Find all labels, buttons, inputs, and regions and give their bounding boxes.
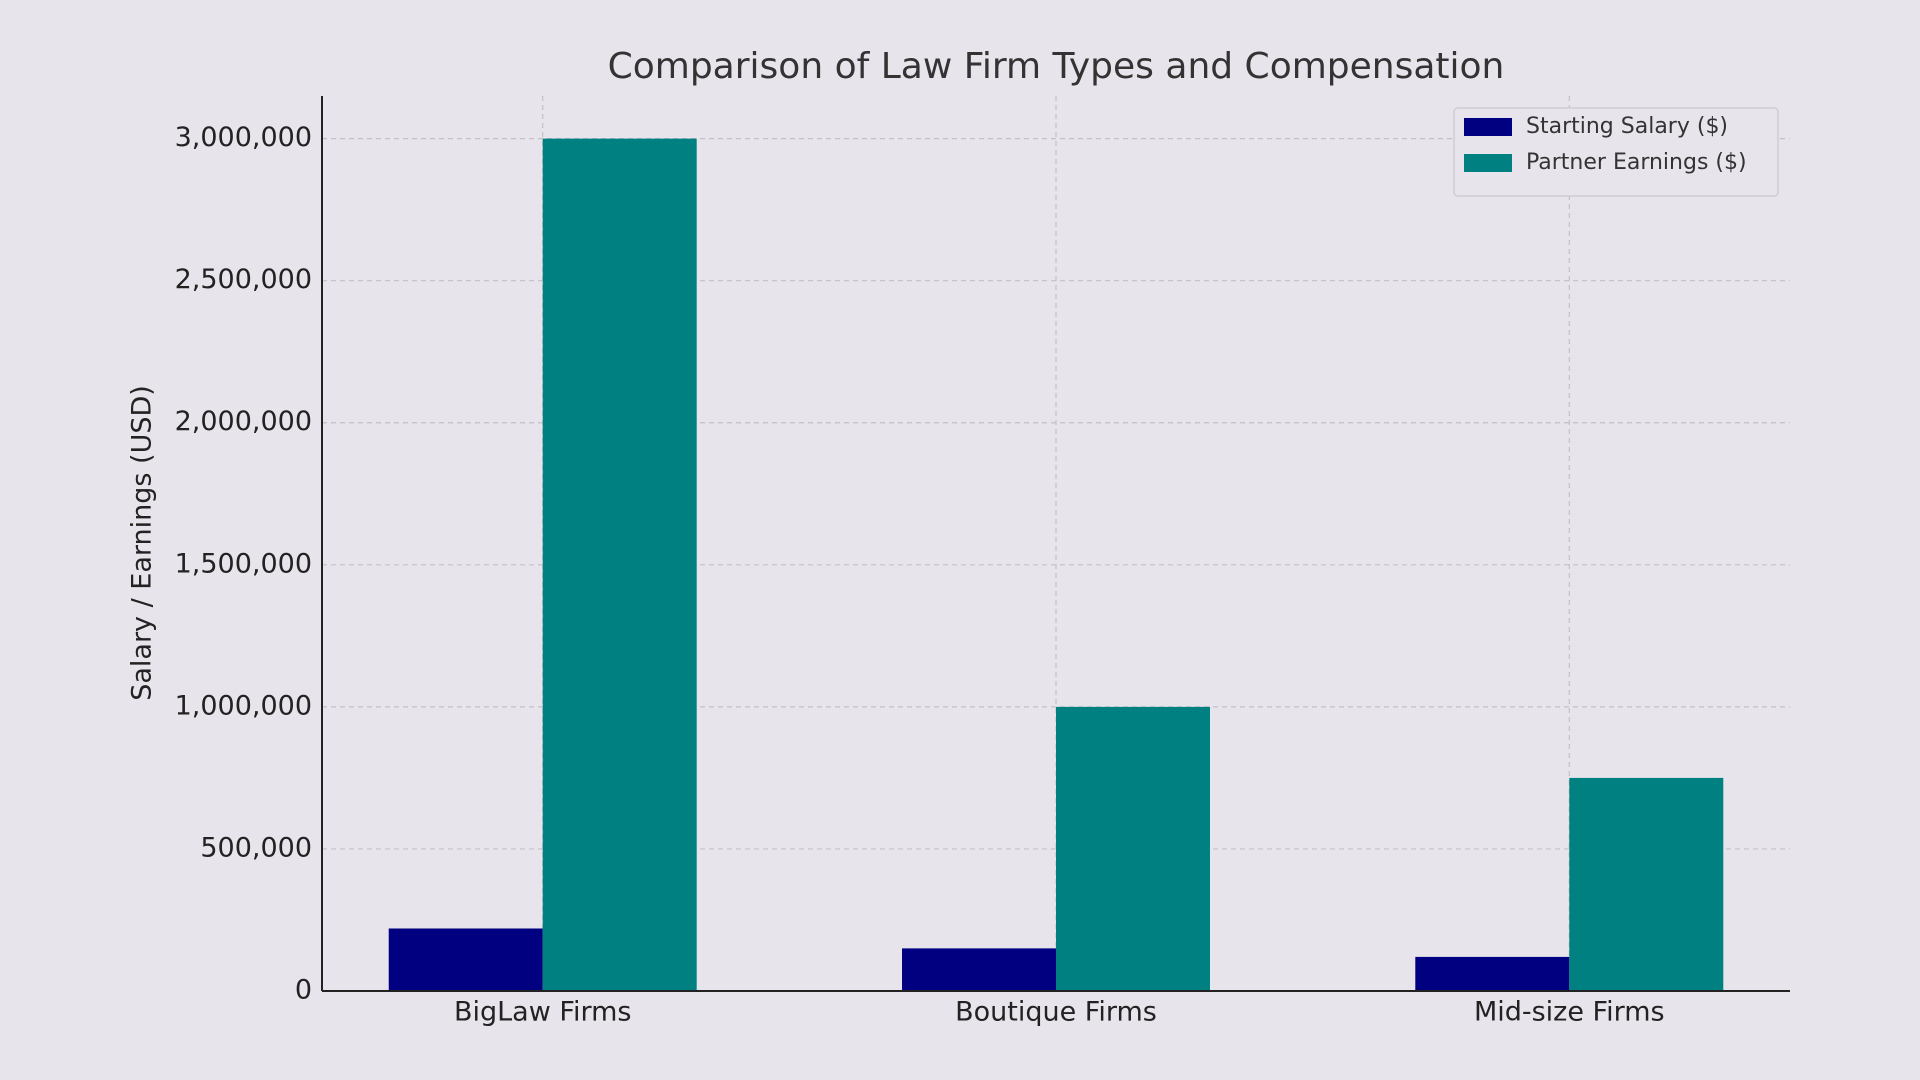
legend-box [1453, 107, 1779, 197]
bar [388, 928, 543, 991]
y-tick-label: 1,000,000 [175, 690, 312, 721]
x-tick-label: BigLaw Firms [454, 997, 631, 1028]
x-tick-label: Mid-size Firms [1474, 997, 1665, 1028]
y-tick-label: 1,500,000 [175, 548, 312, 579]
x-tick-label: Boutique Firms [955, 997, 1157, 1028]
y-tick-label: 2,500,000 [175, 264, 312, 295]
legend-label: Starting Salary ($) [1526, 114, 1728, 139]
bar [1056, 706, 1210, 991]
y-axis-label: Salary / Earnings (USD) [127, 385, 158, 701]
y-tick-label: 2,000,000 [175, 406, 312, 437]
y-tick-label: 3,000,000 [175, 122, 312, 153]
bar [542, 138, 697, 992]
legend-label: Partner Earnings ($) [1526, 150, 1747, 175]
legend-swatch [1464, 118, 1512, 136]
bar [902, 948, 1056, 991]
bar [1569, 777, 1724, 991]
bar [1415, 956, 1570, 991]
legend-swatch [1464, 154, 1512, 172]
y-tick-label: 0 [295, 975, 312, 1006]
y-tick-label: 500,000 [200, 832, 312, 863]
chart-title: Comparison of Law Firm Types and Compens… [608, 46, 1505, 87]
